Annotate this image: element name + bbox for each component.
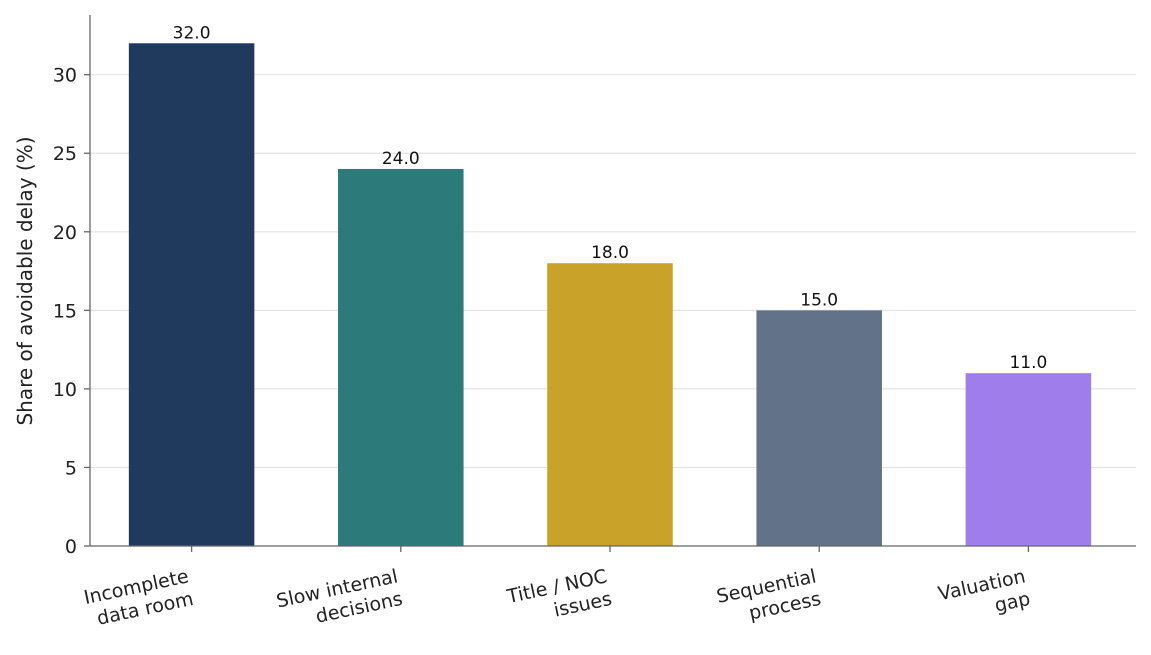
y-tick-label: 15 (53, 300, 77, 322)
y-tick-label: 0 (65, 536, 77, 558)
bar-value-label: 32.0 (173, 23, 211, 43)
bar (128, 43, 255, 546)
y-tick-label: 10 (53, 379, 77, 401)
bar-value-label: 18.0 (591, 243, 629, 263)
bar-value-label: 15.0 (800, 290, 838, 310)
y-tick-label: 5 (65, 457, 77, 479)
bars (128, 43, 1092, 547)
value-labels: 32.0 24.0 18.0 15.0 11.0 (173, 23, 1048, 373)
y-tick-label: 30 (53, 65, 77, 87)
y-axis-title: Share of avoidable delay (%) (13, 136, 37, 425)
y-tick-label: 20 (53, 222, 77, 244)
bar (338, 168, 464, 547)
bar (547, 263, 673, 546)
bar (965, 373, 1092, 546)
y-axis-ticks: 0 5 10 15 20 25 30 (53, 65, 90, 558)
bar (756, 310, 882, 546)
y-tick-label: 25 (53, 143, 77, 165)
bar-value-label: 24.0 (382, 149, 420, 169)
bar-value-label: 11.0 (1009, 353, 1047, 373)
